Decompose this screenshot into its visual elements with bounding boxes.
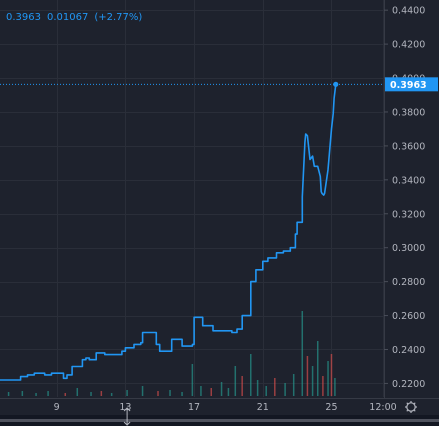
y-tick-label: 0.2800 bbox=[392, 277, 425, 288]
volume-bar bbox=[110, 393, 113, 396]
volume-bar bbox=[100, 391, 103, 396]
x-tick-label: 17 bbox=[188, 402, 200, 413]
y-tick-label: 0.3400 bbox=[392, 175, 425, 186]
price-line bbox=[0, 84, 337, 381]
volume-bar bbox=[265, 386, 267, 396]
volume-bar bbox=[227, 388, 230, 396]
y-tick-label: 0.4200 bbox=[392, 40, 425, 51]
volume-bar bbox=[301, 311, 304, 396]
volume-bar bbox=[234, 366, 237, 396]
legend-change: 0.01067 bbox=[47, 12, 89, 23]
x-tick-label: 13 bbox=[119, 402, 131, 413]
volume-bar bbox=[191, 364, 194, 396]
volume-bar bbox=[200, 386, 202, 396]
volume-bar bbox=[35, 393, 37, 396]
volume-bar bbox=[64, 393, 67, 396]
y-tick-label: 0.3200 bbox=[392, 209, 425, 220]
volume-bar bbox=[334, 378, 336, 396]
y-tick-label: 0.4400 bbox=[392, 6, 425, 17]
volume-bar bbox=[220, 382, 223, 396]
volume-bar bbox=[284, 383, 286, 396]
volume-bar bbox=[210, 388, 213, 396]
y-tick-label: 0.3800 bbox=[392, 107, 425, 118]
volume-bar bbox=[241, 376, 243, 396]
time-scrollbar-thumb[interactable] bbox=[0, 419, 439, 422]
volume-bar bbox=[126, 390, 128, 396]
y-tick-label: 0.2600 bbox=[392, 311, 425, 322]
volume-bar bbox=[306, 356, 309, 396]
y-tick-label: 0.3000 bbox=[392, 243, 425, 254]
settings-gear-tooth bbox=[413, 409, 416, 412]
volume-bar bbox=[181, 392, 183, 396]
x-tick-label: 9 bbox=[54, 402, 60, 413]
resize-arrow-down bbox=[123, 421, 131, 426]
y-tick-label: 0.2400 bbox=[392, 345, 425, 356]
y-tick-label: 0.2200 bbox=[392, 379, 425, 390]
settings-gear-tooth bbox=[406, 409, 409, 412]
volume-bar bbox=[311, 366, 314, 396]
x-tick-label: 25 bbox=[325, 402, 337, 413]
y-tick-label: 0.3600 bbox=[392, 141, 425, 152]
volume-bar bbox=[330, 354, 333, 396]
x-tick-label: 12:00 bbox=[369, 402, 396, 413]
volume-bar bbox=[21, 391, 24, 396]
volume-bar bbox=[169, 390, 171, 396]
last-price-dot bbox=[333, 81, 339, 87]
x-tick-label: 21 bbox=[257, 402, 269, 413]
settings-gear-tooth bbox=[413, 402, 416, 405]
legend-change-pct: (+2.77%) bbox=[94, 12, 143, 23]
volume-bar bbox=[327, 361, 329, 396]
volume-bar bbox=[7, 392, 10, 396]
volume-bar bbox=[316, 341, 319, 396]
volume-bar bbox=[76, 388, 79, 396]
time-axis[interactable] bbox=[0, 398, 439, 414]
price-legend: 0.3963 0.01067 (+2.77%) bbox=[6, 12, 148, 23]
volume-bar bbox=[274, 378, 276, 396]
volume-bar bbox=[250, 354, 252, 396]
volume-bar bbox=[47, 391, 49, 396]
volume-bar bbox=[90, 392, 92, 396]
volume-bar bbox=[322, 376, 324, 396]
volume-bar bbox=[256, 380, 259, 396]
volume-bar bbox=[292, 374, 295, 396]
last-price-badge bbox=[385, 77, 438, 92]
last-price-badge-label: 0.3963 bbox=[390, 80, 427, 91]
settings-gear-tooth bbox=[406, 402, 409, 405]
volume-bar bbox=[141, 386, 144, 396]
price-axis[interactable] bbox=[384, 0, 439, 398]
volume-bar bbox=[157, 391, 159, 396]
legend-price: 0.3963 bbox=[6, 12, 41, 23]
resize-arrow-up bbox=[123, 407, 131, 412]
